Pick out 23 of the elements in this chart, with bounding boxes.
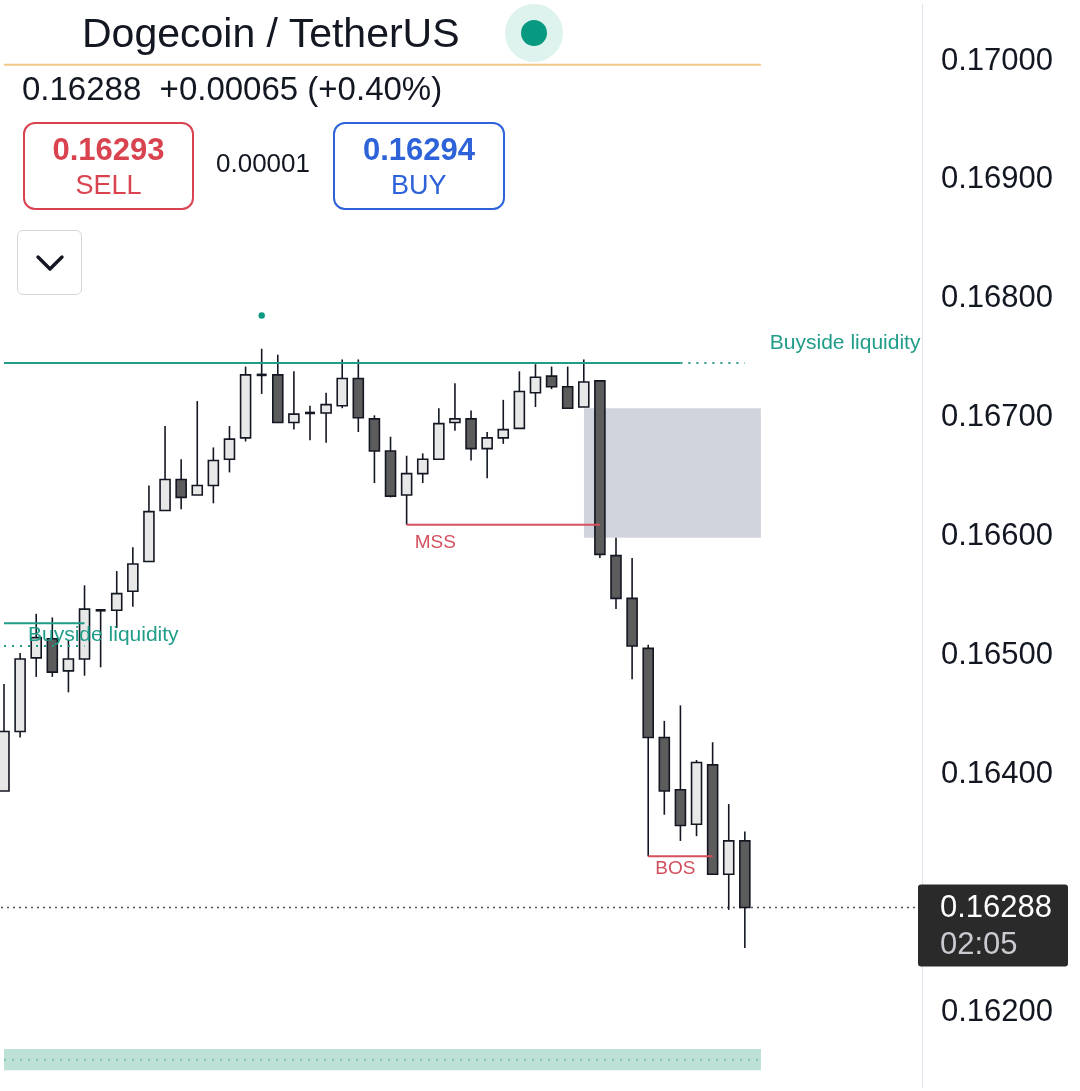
- chart-title: Dogecoin / TetherUS: [82, 10, 460, 56]
- annotation: 0.00001: [216, 148, 310, 179]
- dropdown-button[interactable]: [17, 230, 82, 295]
- y-tick-label: 0.16700: [941, 398, 1054, 434]
- annotation: BUY: [391, 169, 447, 200]
- series-label: BOS: [655, 856, 696, 878]
- y-tick-label: 0.16500: [941, 636, 1054, 672]
- buy-button[interactable]: [333, 122, 505, 210]
- annotation: 0.16294: [363, 131, 476, 167]
- annotation: SELL: [75, 169, 142, 200]
- ref-line-label: 0.16288: [940, 889, 1053, 925]
- y-tick-label: 0.17000: [941, 41, 1054, 77]
- y-tick-label: 0.16600: [941, 517, 1054, 553]
- y-tick-label: 0.16900: [941, 160, 1054, 196]
- annotation: 0.16293: [52, 131, 165, 167]
- text: 02:05: [940, 926, 1018, 962]
- text: 0.16288 +0.00065 (+0.40%): [22, 70, 443, 107]
- series-label: MSS: [414, 530, 456, 552]
- series-label: Buyside liquidity: [769, 329, 921, 353]
- sell-button[interactable]: [23, 122, 194, 210]
- y-tick-label: 0.16200: [941, 992, 1054, 1028]
- y-tick-label: 0.16800: [941, 279, 1054, 315]
- y-tick-label: 0.16400: [941, 754, 1054, 790]
